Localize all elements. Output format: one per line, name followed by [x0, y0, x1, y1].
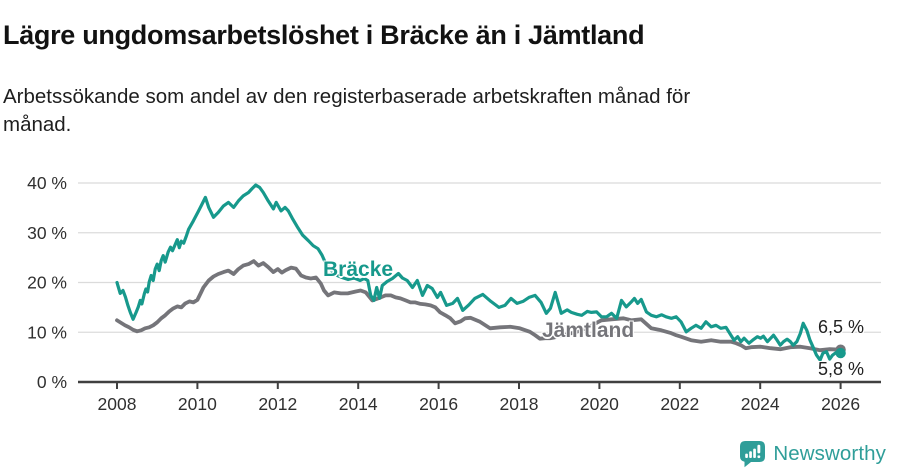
series-line-jamtland [115, 259, 843, 353]
y-axis-tick-label: 0 % [37, 372, 67, 392]
x-axis-tick-label: 2018 [500, 394, 539, 414]
brand-footer: Newsworthy [739, 440, 886, 468]
brand-name: Newsworthy [773, 442, 886, 465]
y-axis-tick-label: 20 % [27, 273, 67, 293]
page-title: Lägre ungdomsarbetslöshet i Bräcke än i … [3, 20, 645, 51]
series-label-bracke: Bräcke [323, 258, 394, 281]
end-value-label-jamtland: 6,5 % [818, 317, 865, 337]
x-axis-tick-label: 2020 [580, 394, 619, 414]
chart-subtitle: Arbetssökande som andel av den registerb… [3, 84, 691, 136]
x-axis-tick-label: 2024 [741, 394, 780, 414]
x-axis-tick-label: 2014 [339, 394, 378, 414]
x-axis-tick-label: 2022 [660, 394, 699, 414]
x-axis-tick-label: 2012 [258, 394, 297, 414]
x-axis-tick-label: 2010 [178, 394, 217, 414]
end-value-label-bracke: 5,8 % [818, 359, 865, 379]
y-axis-tick-label: 40 % [27, 173, 67, 193]
series-line-bracke [115, 183, 843, 362]
x-axis-tick-label: 2008 [98, 394, 137, 414]
series-end-dot-bracke [835, 347, 846, 359]
x-axis-tick-label: 2016 [419, 394, 458, 414]
newsworthy-logo-icon [740, 441, 766, 468]
x-axis-tick-label: 2026 [821, 394, 860, 414]
y-axis-tick-label: 10 % [27, 322, 67, 342]
y-axis-tick-label: 30 % [27, 223, 67, 243]
series-label-jamtland: Jämtland [542, 319, 635, 342]
